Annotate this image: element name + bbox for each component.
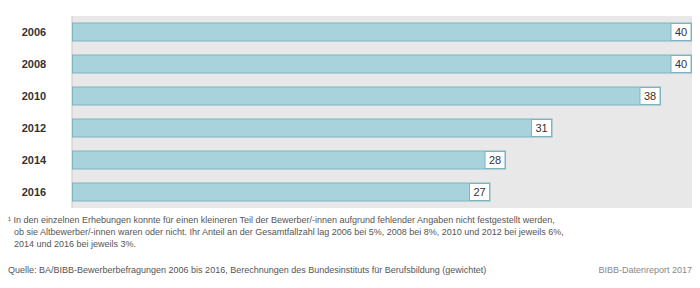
labels: 2006 40 2008 40 2010 38 2012 31 2014 28 2016 27 [22, 24, 691, 201]
value-label-box [640, 88, 660, 105]
footnote: ¹ In den einzelnen Erhebungen konnte für… [8, 215, 555, 225]
value-label: 28 [489, 154, 501, 166]
value-label-box [485, 152, 505, 169]
chart-svg: 2006 40 2008 40 2010 38 2012 31 2014 28 2016 27 ¹ In… [0, 0, 700, 288]
bar [73, 87, 661, 105]
bar [73, 23, 692, 41]
category-label: 2012 [22, 122, 46, 134]
bars [73, 23, 692, 201]
category-label: 2006 [22, 26, 46, 38]
category-label: 2008 [22, 58, 46, 70]
value-label: 40 [675, 26, 687, 38]
value-label: 38 [644, 90, 656, 102]
value-label: 40 [675, 58, 687, 70]
value-label-box [470, 184, 490, 201]
chart-container: 2006 40 2008 40 2010 38 2012 31 2014 28 2016 27 ¹ In… [0, 0, 700, 288]
source: Quelle: BA/BIBB-Bewerberbefragungen 2006… [8, 265, 486, 275]
value-label-box [532, 120, 552, 137]
value-label-box [671, 24, 691, 41]
bar [73, 183, 491, 201]
bar [73, 55, 692, 73]
credit: BIBB-Datenreport 2017 [598, 265, 692, 275]
plot-background [72, 16, 692, 208]
axis-line [72, 16, 73, 208]
category-label: 2016 [22, 186, 46, 198]
footnote: ob sie Altbewerber/-innen waren oder nic… [14, 227, 564, 237]
value-label: 27 [473, 186, 485, 198]
bar [73, 151, 506, 169]
category-label: 2010 [22, 90, 46, 102]
footnote: 2014 und 2016 bei jeweils 3%. [14, 239, 136, 249]
category-label: 2014 [22, 154, 47, 166]
value-label: 31 [535, 122, 547, 134]
value-label-box [671, 56, 691, 73]
bar [73, 119, 553, 137]
